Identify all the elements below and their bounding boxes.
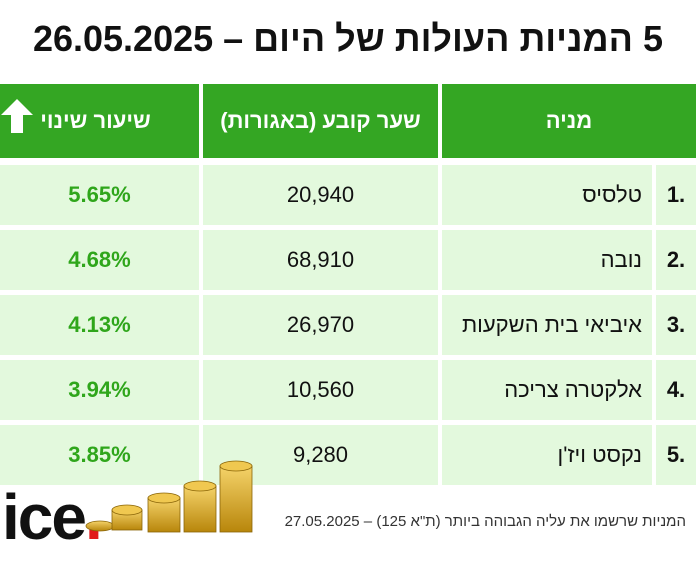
rank-cell: 2. [656,230,696,290]
table-row: 3. איביאי בית השקעות 26,970 4.13% [0,295,696,355]
footer-note: המניות שרשמו את עליה הגבוהה ביותר (ת"א 1… [284,513,686,530]
change-cell: 3.85% [0,425,199,485]
table-row: 2. נובה 68,910 4.68% [0,230,696,290]
rank-cell: 1. [656,165,696,225]
stock-name-cell: נקסט ויז'ן [442,425,652,485]
coins-icon [85,460,253,533]
rate-cell: 26,970 [203,295,438,355]
change-cell: 4.13% [0,295,199,355]
stock-name-cell: איביאי בית השקעות [442,295,652,355]
stock-name-cell: טלסיס [442,165,652,225]
rank-cell: 5. [656,425,696,485]
header-change: שיעור שינוי [0,84,199,158]
rate-cell: 68,910 [203,230,438,290]
ice-logo: ice. [2,480,103,554]
change-cell: 3.94% [0,360,199,420]
change-cell: 4.68% [0,230,199,290]
change-cell: 5.65% [0,165,199,225]
stock-name-cell: אלקטרה צריכה [442,360,652,420]
header-rate: שער קובע (באגורות) [203,84,438,158]
header-change-label: שיעור שינוי [40,108,151,133]
table-row: 4. אלקטרה צריכה 10,560 3.94% [0,360,696,420]
header-stock-label: מניה [545,108,593,133]
header-rate-label: שער קובע (באגורות) [220,108,421,133]
rank-cell: 4. [656,360,696,420]
rate-cell: 10,560 [203,360,438,420]
stock-name-cell: נובה [442,230,652,290]
logo-text: ice [2,481,87,553]
table-row: 1. טלסיס 20,940 5.65% [0,165,696,225]
header-stock: מניה [442,84,696,158]
arrow-up-icon [1,99,33,133]
rate-cell: 20,940 [203,165,438,225]
logo-dot: . [84,481,103,553]
page-title: 5 המניות העולות של היום – 26.05.2025 [32,18,664,59]
rank-cell: 3. [656,295,696,355]
